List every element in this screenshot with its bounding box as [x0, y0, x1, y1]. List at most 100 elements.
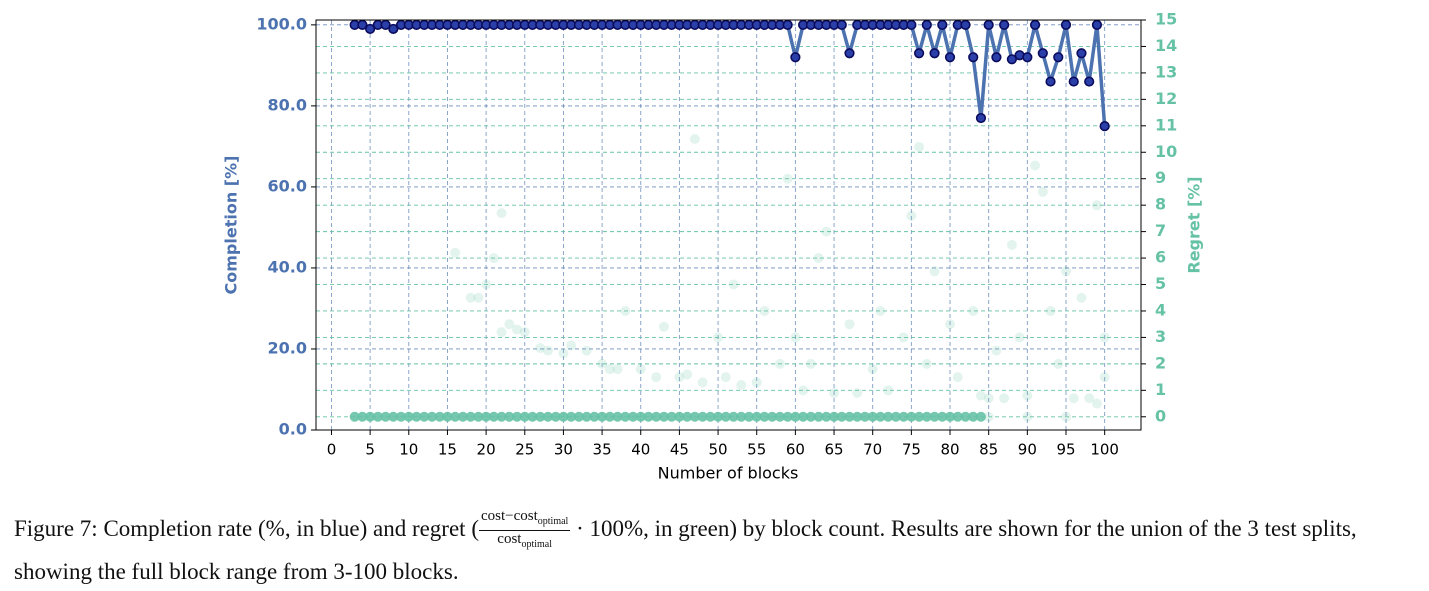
regret-point — [790, 411, 801, 422]
regret-point — [697, 411, 708, 422]
regret-point — [782, 411, 793, 422]
regret-point — [682, 369, 693, 380]
y2-tick-label: 2 — [1155, 353, 1166, 372]
regret-point — [883, 385, 894, 396]
x-tick-label: 20 — [477, 441, 496, 459]
regret-point — [859, 411, 870, 422]
regret-point — [473, 411, 484, 422]
y-tick-label: 40.0 — [268, 257, 307, 276]
regret-point — [774, 358, 785, 369]
regret-point — [689, 411, 700, 422]
regret-point — [1006, 239, 1017, 250]
regret-point — [635, 411, 646, 422]
completion-marker — [937, 19, 948, 30]
regret-point — [604, 364, 615, 375]
x-tick-label: 100 — [1090, 441, 1119, 459]
regret-point — [604, 411, 615, 422]
regret-point — [728, 411, 739, 422]
regret-point — [457, 411, 468, 422]
completion-marker — [913, 48, 925, 59]
y-tick-label: 80.0 — [268, 95, 307, 114]
regret-point — [829, 411, 840, 422]
completion-marker — [921, 19, 932, 30]
x-tick-label: 65 — [824, 441, 843, 459]
fraction: cost−costoptimal costoptimal — [478, 508, 571, 553]
caption-text: · 100%, in green) by block count. Result… — [14, 515, 1357, 584]
regret-point — [597, 358, 608, 369]
regret-point — [496, 208, 507, 219]
regret-point — [914, 411, 925, 422]
regret-point — [689, 134, 700, 145]
regret-point — [906, 411, 917, 422]
regret-point — [1014, 332, 1025, 343]
regret-point — [805, 358, 816, 369]
completion-marker — [1022, 52, 1033, 63]
completion-marker — [1037, 48, 1048, 59]
regret-point — [1076, 292, 1087, 303]
regret-point — [751, 411, 762, 422]
chart: Number of blocks Completion [%] Regret [… — [222, 10, 1204, 483]
regret-point — [821, 411, 832, 422]
regret-point — [628, 411, 639, 422]
regret-point — [504, 411, 515, 422]
completion-marker — [357, 19, 368, 30]
regret-point — [736, 411, 747, 422]
regret-point — [542, 345, 553, 356]
regret-point — [558, 348, 569, 359]
regret-point — [774, 411, 785, 422]
completion-line — [354, 23, 1107, 127]
completion-marker — [790, 52, 801, 63]
regret-point — [674, 411, 685, 422]
x-tick-label: 50 — [709, 441, 728, 459]
x-tick-label: 60 — [786, 441, 805, 459]
completion-marker — [999, 19, 1010, 30]
x-tick-label: 80 — [940, 441, 959, 459]
x-tick-label: 15 — [438, 441, 457, 459]
completion-marker — [1068, 76, 1079, 87]
y2-tick-label: 10 — [1155, 142, 1177, 161]
regret-point — [426, 411, 437, 422]
regret-point — [674, 372, 685, 383]
caption-text: Figure 7: Completion rate (%, in blue) a… — [14, 515, 479, 541]
regret-point — [844, 319, 855, 330]
regret-point — [519, 411, 530, 422]
y2-tick-label: 1 — [1155, 380, 1166, 399]
regret-point — [473, 292, 484, 303]
regret-point — [380, 411, 391, 422]
frac-den: cost — [497, 531, 522, 547]
regret-point — [589, 411, 600, 422]
regret-point — [921, 358, 932, 369]
y2-tick-label: 11 — [1155, 115, 1177, 134]
completion-marker — [388, 23, 399, 35]
completion-marker — [991, 52, 1002, 63]
regret-point — [1084, 393, 1095, 404]
regret-point — [558, 411, 569, 422]
regret-point — [991, 345, 1002, 356]
regret-point — [1091, 200, 1102, 211]
caption: Figure 7: Completion rate (%, in blue) a… — [14, 508, 1419, 591]
x-axis-label: Number of blocks — [658, 464, 799, 483]
regret-point — [720, 372, 731, 383]
regret-point — [365, 411, 376, 422]
regret-point — [403, 411, 414, 422]
regret-point — [798, 411, 809, 422]
regret-point — [504, 319, 515, 330]
y2-tick-label: 14 — [1155, 36, 1177, 55]
y2-tick-label: 0 — [1155, 406, 1166, 425]
x-tick-label: 45 — [670, 441, 689, 459]
regret-point — [1099, 332, 1110, 343]
x-tick-label: 95 — [1056, 441, 1075, 459]
regret-point — [852, 387, 863, 398]
completion-marker — [975, 112, 987, 124]
regret-point — [535, 343, 546, 353]
regret-point — [975, 390, 986, 401]
completion-marker — [1099, 121, 1110, 132]
x-tick-label: 10 — [399, 441, 418, 459]
regret-point — [542, 411, 553, 422]
regret-point — [975, 411, 986, 422]
regret-point — [736, 380, 747, 391]
regret-point — [867, 364, 878, 375]
regret-point — [442, 411, 453, 422]
completion-marker — [365, 23, 376, 35]
regret-point — [1022, 411, 1033, 422]
